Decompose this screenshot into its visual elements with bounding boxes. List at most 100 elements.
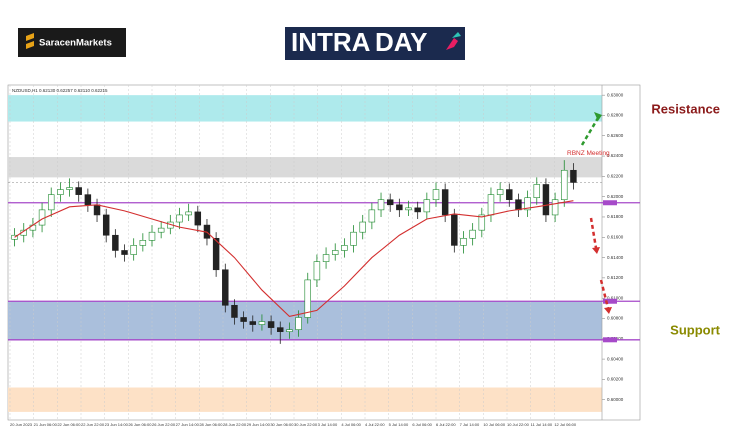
candle-body [341,245,348,251]
y-tick-label: 0.60000 [607,397,624,402]
candle-body [506,189,513,201]
brand-left: INTRA [291,27,371,57]
candle-body [75,187,82,195]
candle-body [405,207,412,211]
x-tick-label: 22 Jun 22:00 [81,422,105,427]
candle-body [386,199,394,206]
y-tick-label: 0.62400 [607,153,624,158]
candle-body [515,199,522,211]
down-arrow [599,279,610,309]
candle-body [469,229,476,239]
x-tick-label: 29 Jun 14:00 [247,422,271,427]
y-tick-label: 0.61400 [607,255,624,260]
candle-body [112,234,119,251]
x-tick-label: 20 Jun 2023 [10,422,33,427]
y-tick-label: 0.62000 [607,194,624,199]
y-tick-label: 0.60800 [607,316,624,321]
candle-body [121,250,128,255]
candle-body [570,169,577,183]
plot: 20 Jun 2023 21 Jun 06:00 22 Jun 06:00 22 Ju… [8,85,640,427]
support-label: Support [670,322,720,337]
candle-body [441,189,449,216]
up-arrow [580,117,600,146]
candle-body [313,261,321,281]
level-tag [603,298,617,304]
candle-body [359,221,366,233]
y-tick-label: 0.62600 [607,133,624,138]
candle-body [84,194,92,206]
candle-body [423,199,431,213]
brand-arrow [446,38,458,50]
y-tick-label: 0.61200 [607,275,624,280]
y-tick-label: 0.60400 [607,356,624,361]
y-tick-label: 0.60200 [607,377,624,382]
candle-body [57,189,64,195]
down-arrow [589,217,598,249]
x-tick-label: 12 Jul 06:00 [554,422,577,427]
x-tick-label: 4 Jul 06:00 [341,422,361,427]
x-tick-label: 30 Jun 06:00 [270,422,294,427]
y-tick-label: 0.61800 [607,214,624,219]
candle-body [432,189,440,201]
up-arrow-head [594,112,602,121]
level-tag [603,200,617,206]
candle-body [47,194,55,211]
x-tick-label: 26 Jun 22:00 [152,422,176,427]
moving-average [14,200,574,318]
y-tick-label: 0.61000 [607,295,624,300]
x-tick-label: 30 Jun 22:00 [294,422,318,427]
x-tick-label: 5 Jul 14:00 [389,422,409,427]
candle-body [185,211,192,216]
candle-body [249,321,257,325]
candle-body [331,250,339,255]
candle-body [212,237,220,271]
symbol-info: NZDUSD,H1 0.62130 0.62257 0.62110 0.6221… [12,88,108,93]
broker-name: SaracenMarkets [39,38,112,49]
candle-body [542,184,550,216]
candle-body [478,214,486,231]
y-tick-label: 0.63000 [607,92,624,97]
candle-body [396,204,403,211]
x-tick-label: 21 Jun 06:00 [34,422,58,427]
candle-body [231,304,238,318]
candle-body [277,327,284,332]
chart-frame [7,84,641,421]
candle-body [157,227,165,233]
x-tick-label: 23 Jun 14:00 [105,422,129,427]
candle-body [139,240,147,246]
candle-body [460,237,467,246]
x-tick-label: 10 Jul 22:00 [507,422,530,427]
x-tick-label: 4 Jul 22:00 [365,422,385,427]
brand-right: DAY [375,27,428,57]
x-tick-label: 28 Jun 06:00 [199,422,223,427]
zone [8,157,602,178]
candle-body [130,245,137,255]
y-tick-label: 0.61600 [607,234,624,239]
candle-body [258,321,266,325]
event-label: RBNZ Meeting [567,150,610,157]
candle-body [148,231,156,241]
candle-body [11,234,18,240]
candle-body [451,214,458,246]
candle-body [222,269,229,306]
candle-body [496,189,504,195]
zone [8,387,602,412]
candle-body [194,211,202,226]
candle-body [240,317,247,322]
brand-arrow [452,32,461,38]
candle-body [524,197,531,211]
candle-body [322,254,330,262]
brand-logo-bg [285,27,465,60]
zone [8,95,602,122]
candle-body [102,214,110,236]
x-tick-label: 28 Jun 22:00 [223,422,247,427]
candle-body [377,199,385,211]
candle-body [487,194,495,216]
x-tick-label: 27 Jun 14:00 [176,422,200,427]
down-arrow-head [604,307,612,314]
candle-body [295,317,302,330]
down-arrow-head [592,247,600,254]
x-tick-label: 6 Jul 06:00 [412,422,432,427]
candle-body [414,207,421,213]
